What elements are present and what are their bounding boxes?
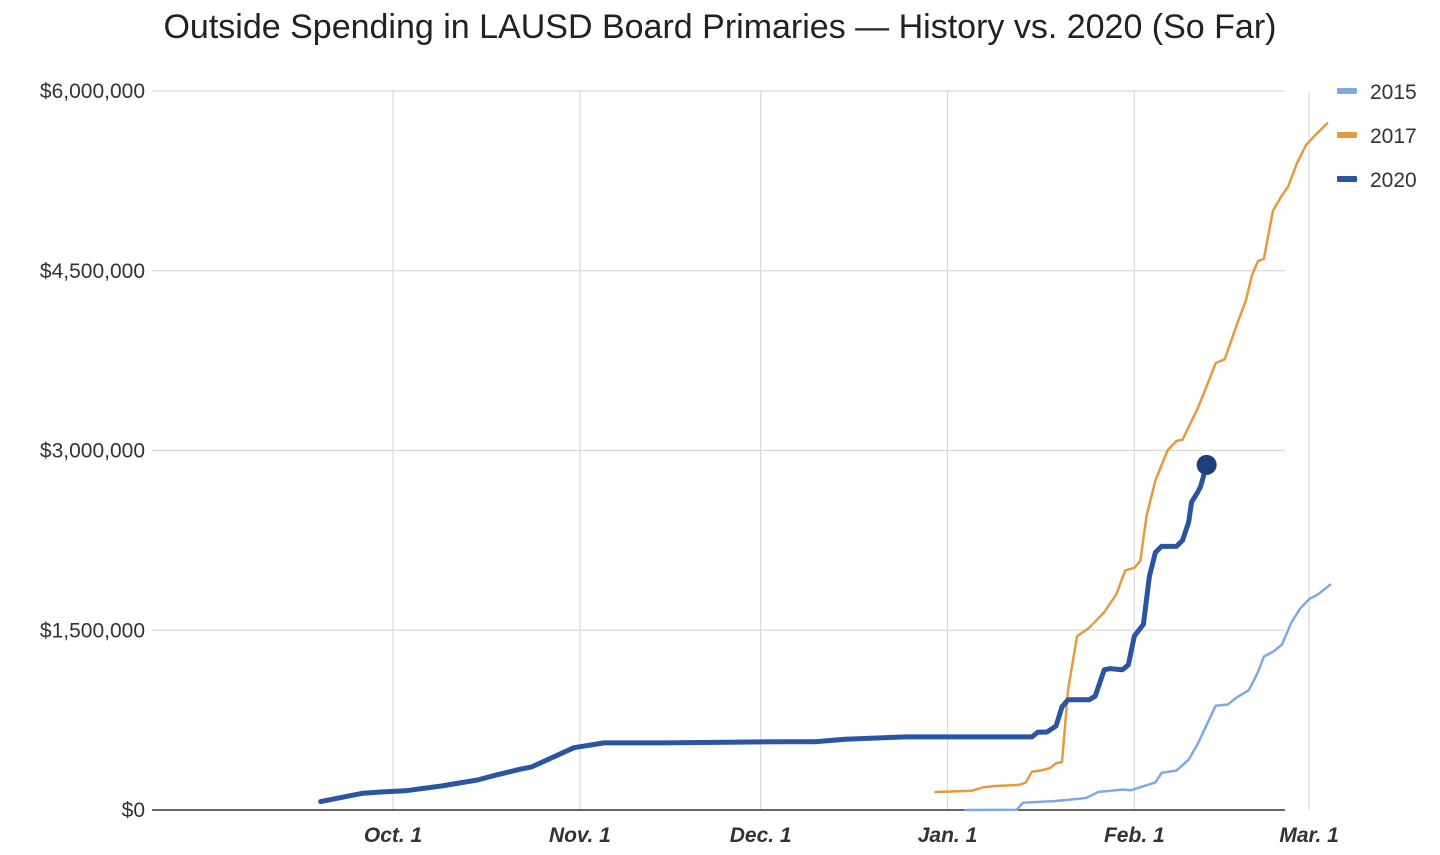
series-line-2015 bbox=[964, 583, 1332, 812]
legend-label-2017: 2017 bbox=[1370, 125, 1417, 148]
x-tick-label: Mar. 1 bbox=[1279, 824, 1339, 847]
x-tick-label: Nov. 1 bbox=[549, 824, 611, 847]
series-line-2020 bbox=[318, 462, 1210, 805]
series-endpoint-2020 bbox=[1196, 454, 1217, 475]
y-tick-label: $1,500,000 bbox=[40, 619, 145, 642]
legend-swatch-2015 bbox=[1337, 88, 1357, 94]
y-tick-label: $4,500,000 bbox=[40, 260, 145, 283]
x-tick-label: Feb. 1 bbox=[1104, 824, 1165, 847]
legend-label-2020: 2020 bbox=[1370, 169, 1417, 192]
series-line-2017 bbox=[934, 122, 1329, 794]
x-tick-label: Dec. 1 bbox=[730, 824, 792, 847]
y-tick-label: $6,000,000 bbox=[40, 80, 145, 103]
legend-swatch-2017 bbox=[1337, 132, 1357, 138]
chart-title: Outside Spending in LAUSD Board Primarie… bbox=[163, 8, 1277, 46]
y-tick-label: $0 bbox=[122, 799, 145, 822]
legend-label-2015: 2015 bbox=[1370, 81, 1417, 104]
x-tick-label: Oct. 1 bbox=[364, 824, 422, 847]
y-tick-label: $3,000,000 bbox=[40, 440, 145, 463]
x-tick-label: Jan. 1 bbox=[918, 824, 978, 847]
legend-swatch-2020 bbox=[1337, 176, 1357, 182]
